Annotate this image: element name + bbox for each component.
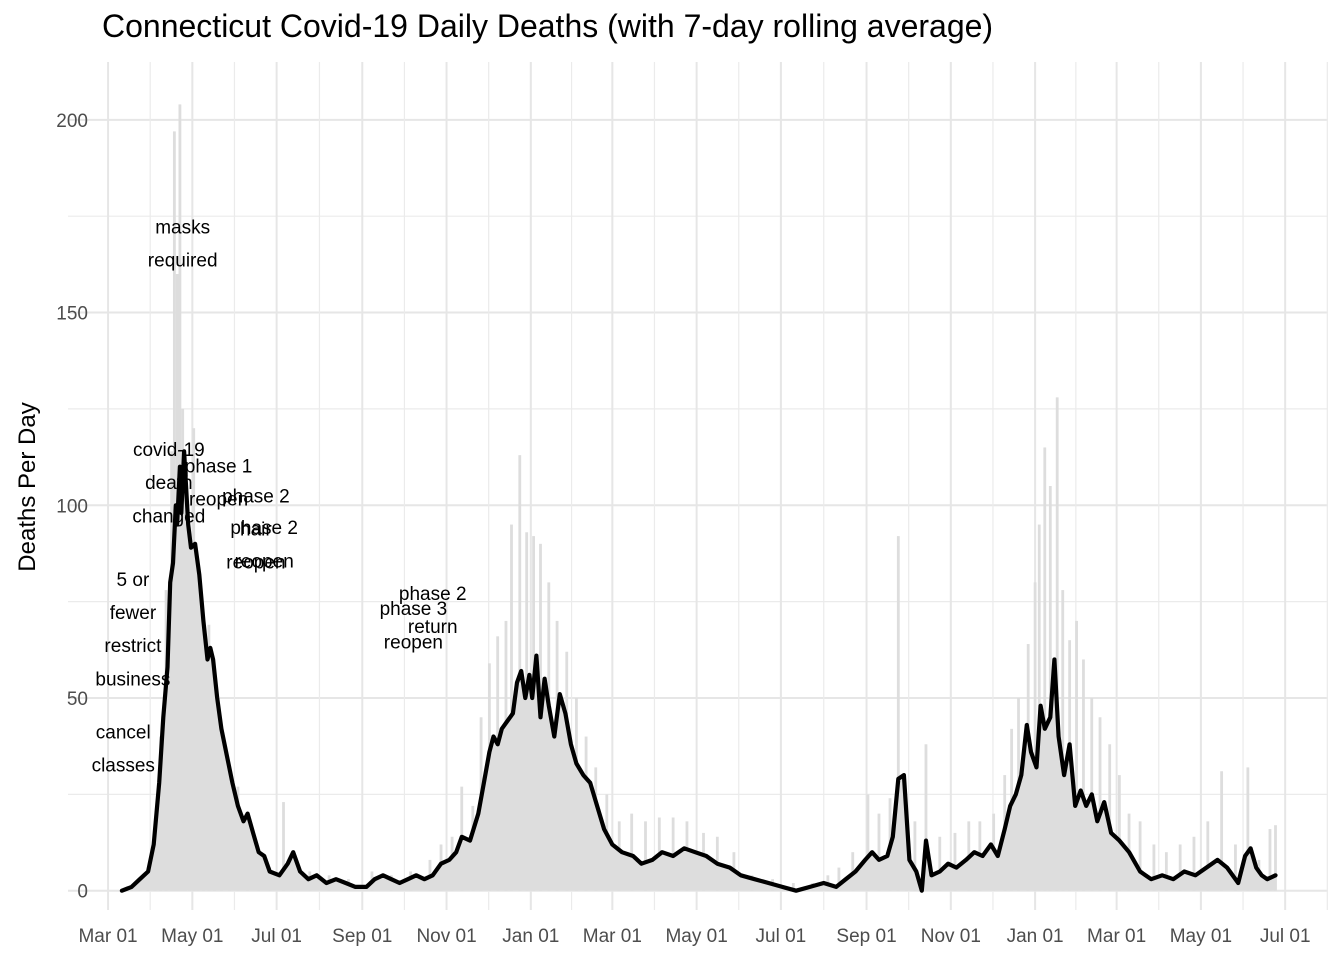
x-axis-ticks: Mar 01 May 01 Jul 01 Sep 01 Nov 01 Jan 01 Mar … <box>78 926 1310 947</box>
annotation-line: masks <box>155 218 210 239</box>
annotation-line: phase 2 <box>222 486 290 507</box>
annotation-line: reopen <box>235 551 294 572</box>
x-tick-label: Jan 01 <box>502 926 559 947</box>
annotation: phase 1 reopen <box>185 457 253 511</box>
x-tick-label: Sep 01 <box>836 926 896 947</box>
daily-deaths-bar <box>791 883 795 891</box>
daily-deaths-bar <box>1246 767 1250 891</box>
daily-deaths-bar <box>1033 582 1037 891</box>
y-tick-label: 50 <box>67 689 88 710</box>
daily-deaths-bar <box>837 867 841 891</box>
annotation-line: hair <box>240 519 272 540</box>
y-tick-label: 200 <box>56 111 88 132</box>
x-tick-label: Jul 01 <box>251 926 302 947</box>
x-tick-label: Nov 01 <box>921 926 981 947</box>
daily-deaths-bar <box>1234 844 1237 891</box>
daily-deaths-bar <box>510 524 513 891</box>
daily-deaths-bar <box>1098 717 1102 891</box>
chart-title: Connecticut Covid-19 Daily Deaths (with … <box>102 8 994 44</box>
daily-deaths-bar <box>1138 821 1142 891</box>
daily-deaths-bar <box>282 802 285 891</box>
daily-deaths-bar <box>866 794 870 891</box>
annotation: phase 3 reopen <box>380 599 448 653</box>
annotation-line: business <box>95 669 170 690</box>
annotation-line: phase 3 <box>380 599 448 620</box>
daily-deaths-bar <box>1152 844 1156 891</box>
annotation: 5 or fewer restrict business <box>95 570 170 690</box>
annotation-line: phase 1 <box>185 457 253 478</box>
daily-deaths-bar <box>896 536 900 891</box>
annotation: cancel classes <box>92 723 155 777</box>
daily-deaths-bar <box>1192 836 1196 891</box>
x-tick-label: May 01 <box>665 926 727 947</box>
annotation-line: reopen <box>226 553 285 574</box>
y-axis-title: Deaths Per Day <box>14 402 41 571</box>
x-tick-label: Sep 01 <box>332 926 392 947</box>
daily-deaths-bar <box>913 821 917 891</box>
daily-deaths-bar <box>1075 620 1078 891</box>
daily-deaths-bar <box>1061 590 1065 891</box>
daily-deaths-bars <box>121 104 1277 891</box>
rolling-average-line-group <box>119 449 1278 893</box>
daily-deaths-area <box>121 451 1276 891</box>
x-tick-label: Jul 01 <box>1260 926 1311 947</box>
daily-deaths-bar <box>1043 447 1047 891</box>
annotation: masks required <box>148 218 218 272</box>
daily-deaths-bar <box>1164 852 1168 891</box>
annotation-line: phase 2 <box>230 518 298 539</box>
daily-deaths-bar <box>1274 825 1277 891</box>
daily-deaths-bar <box>1117 775 1121 891</box>
daily-deaths-bar <box>938 836 942 891</box>
annotation-line: cancel <box>96 723 151 744</box>
x-tick-label: Jul 01 <box>756 926 807 947</box>
daily-deaths-bar <box>644 821 647 891</box>
daily-deaths-bar <box>924 744 928 891</box>
y-tick-label: 100 <box>56 496 88 517</box>
annotation-line: covid-19 <box>133 440 205 461</box>
annotation-line: restrict <box>104 636 162 657</box>
annotation-line: return <box>408 617 458 638</box>
x-tick-label: May 01 <box>1170 926 1232 947</box>
x-tick-label: Jan 01 <box>1007 926 1064 947</box>
y-axis-ticks: 0 50 100 150 200 <box>56 111 88 903</box>
annotation-line: death <box>145 473 193 494</box>
annotation-line: 5 or <box>117 570 150 591</box>
daily-deaths-bar <box>877 813 881 891</box>
daily-deaths-bar <box>1082 659 1085 891</box>
x-tick-label: Mar 01 <box>1087 926 1146 947</box>
annotation-line: reopen <box>189 490 248 511</box>
x-tick-label: Mar 01 <box>78 926 137 947</box>
daily-deaths-bar <box>1268 829 1272 891</box>
y-tick-label: 0 <box>77 882 88 903</box>
rolling-average-line <box>119 449 1278 893</box>
annotation: phase 2 hair reopen <box>222 486 290 573</box>
x-tick-label: Nov 01 <box>416 926 476 947</box>
daily-deaths-bar <box>953 832 957 891</box>
annotation: phase 2 return <box>399 584 467 638</box>
annotation: phase 2 reopen <box>230 518 298 572</box>
annotation-line: fewer <box>110 603 157 624</box>
annotation-line: required <box>148 251 218 272</box>
annotation-line: phase 2 <box>399 584 467 605</box>
annotation-line: changed <box>132 506 205 527</box>
annotation: covid-19 death changed <box>132 440 205 527</box>
daily-deaths-bar <box>1220 771 1224 891</box>
daily-deaths-bar <box>1055 397 1059 891</box>
annotation-line: classes <box>92 756 155 777</box>
x-tick-label: Mar 01 <box>583 926 642 947</box>
x-tick-label: May 01 <box>161 926 223 947</box>
annotation-line: reopen <box>384 632 443 653</box>
daily-deaths-bar <box>630 813 634 891</box>
daily-deaths-bar <box>1206 821 1210 891</box>
daily-deaths-bar <box>1178 844 1182 891</box>
y-tick-label: 150 <box>56 304 88 325</box>
